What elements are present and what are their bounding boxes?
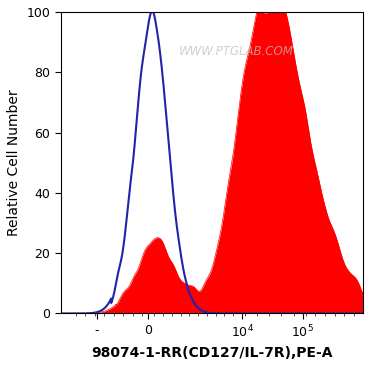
- X-axis label: 98074-1-RR(CD127/IL-7R),PE-A: 98074-1-RR(CD127/IL-7R),PE-A: [91, 346, 333, 360]
- Text: WWW.PTGLAB.COM: WWW.PTGLAB.COM: [179, 45, 293, 58]
- Y-axis label: Relative Cell Number: Relative Cell Number: [7, 90, 21, 236]
